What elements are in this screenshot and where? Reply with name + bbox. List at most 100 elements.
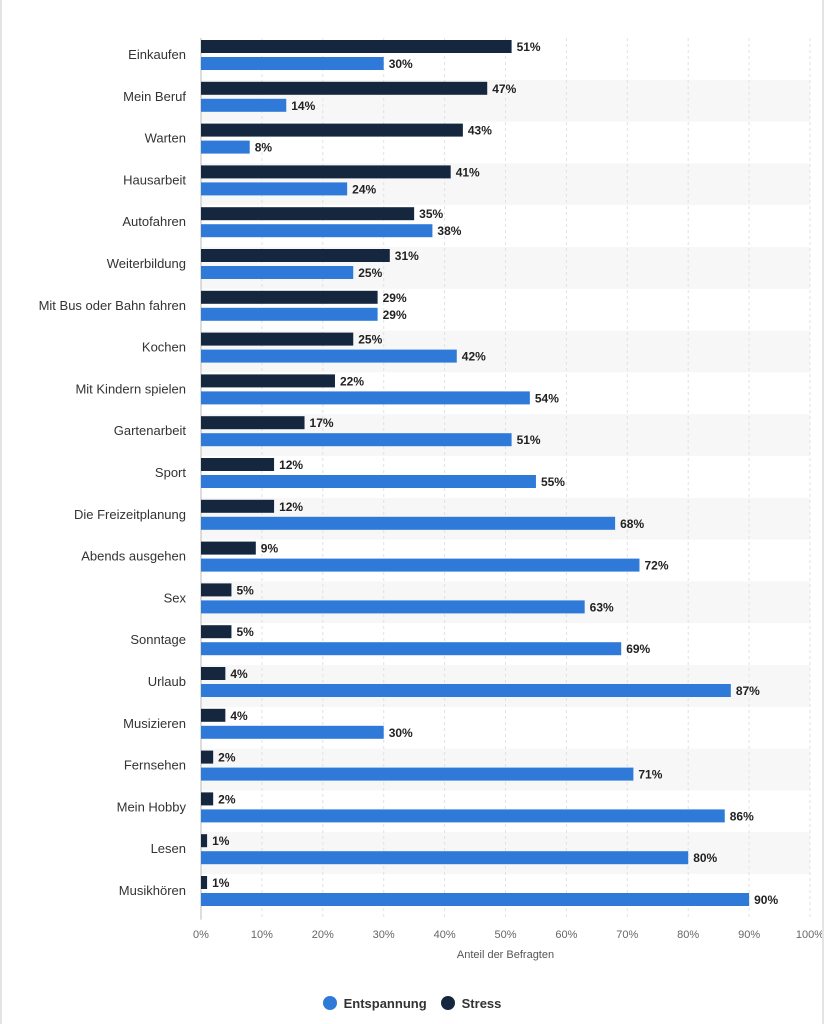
bar-entspannung-fernsehen[interactable] — [201, 767, 634, 781]
bar-entspannung-musikhoren[interactable] — [201, 893, 750, 906]
bar-stress-sex[interactable] — [201, 583, 232, 597]
category-label-sonntage: Sonntage — [130, 632, 186, 647]
category-label-urlaub: Urlaub — [148, 674, 186, 689]
bar-stress-musikhoren[interactable] — [201, 876, 208, 889]
bar-entspannung-mit-bus-oder-bahn-fahren[interactable] — [201, 307, 378, 321]
category-label-fernsehen: Fernsehen — [124, 758, 186, 773]
bar-stress-einkaufen[interactable] — [201, 40, 512, 53]
value-labels: 51%30%47%14%43%8%41%24%35%38%31%25%29%29… — [212, 40, 778, 907]
bar-stress-musizieren[interactable] — [201, 708, 226, 722]
value-label-entspannung-urlaub: 87% — [736, 684, 760, 698]
bar-entspannung-mit-kindern-spielen[interactable] — [201, 391, 530, 405]
legend: Entspannung Stress — [0, 992, 824, 1014]
x-tick-label: 60% — [555, 929, 577, 941]
legend-label-stress: Stress — [461, 995, 502, 1011]
bar-entspannung-mein-hobby[interactable] — [201, 809, 725, 823]
bar-entspannung-warten[interactable] — [201, 140, 250, 154]
bar-stress-urlaub[interactable] — [201, 667, 226, 680]
category-label-abends-ausgehen: Abends ausgehen — [81, 549, 186, 564]
bar-entspannung-hausarbeit[interactable] — [201, 182, 348, 196]
legend-item-stress[interactable]: Stress — [440, 995, 502, 1011]
bar-stress-mit-bus-oder-bahn-fahren[interactable] — [201, 290, 378, 304]
value-label-entspannung-mit-bus-oder-bahn-fahren: 29% — [383, 308, 407, 322]
x-tick-label: 0% — [193, 929, 209, 941]
value-label-stress-hausarbeit: 41% — [456, 165, 480, 179]
value-label-stress-einkaufen: 51% — [517, 40, 541, 54]
bar-stress-gartenarbeit[interactable] — [201, 416, 305, 430]
category-label-mit-kindern-spielen: Mit Kindern spielen — [75, 381, 186, 396]
bar-stress-hausarbeit[interactable] — [201, 165, 451, 179]
bar-entspannung-sonntage[interactable] — [201, 642, 622, 656]
value-label-stress-kochen: 25% — [358, 333, 382, 347]
bar-stress-warten[interactable] — [201, 123, 463, 137]
value-label-entspannung-weiterbildung: 25% — [358, 266, 382, 280]
category-label-sport: Sport — [155, 465, 186, 480]
bar-stress-die-freizeitplanung[interactable] — [201, 499, 275, 513]
bar-stress-autofahren[interactable] — [201, 207, 415, 221]
bar-entspannung-einkaufen[interactable] — [201, 57, 384, 70]
legend-dot-stress — [440, 996, 455, 1010]
category-label-gartenarbeit: Gartenarbeit — [114, 423, 187, 438]
bar-entspannung-sex[interactable] — [201, 600, 585, 614]
value-label-entspannung-abends-ausgehen: 72% — [644, 559, 668, 573]
value-label-stress-mit-bus-oder-bahn-fahren: 29% — [383, 291, 407, 305]
category-label-warten: Warten — [145, 131, 186, 146]
value-label-entspannung-mit-kindern-spielen: 54% — [535, 391, 559, 405]
x-tick-label: 30% — [373, 929, 395, 941]
bars — [201, 40, 750, 906]
bar-entspannung-kochen[interactable] — [201, 349, 457, 363]
category-label-einkaufen: Einkaufen — [128, 47, 186, 62]
value-label-stress-fernsehen: 2% — [218, 751, 236, 765]
bar-stress-kochen[interactable] — [201, 332, 354, 346]
bar-entspannung-mein-beruf[interactable] — [201, 98, 287, 112]
bar-stress-weiterbildung[interactable] — [201, 249, 390, 262]
value-label-entspannung-sex: 63% — [590, 600, 614, 614]
legend-dot-entspannung — [322, 996, 337, 1010]
value-label-entspannung-sonntage: 69% — [626, 642, 650, 656]
value-label-entspannung-musikhoren: 90% — [754, 893, 778, 907]
bar-entspannung-abends-ausgehen[interactable] — [201, 558, 640, 572]
bar-entspannung-sport[interactable] — [201, 475, 536, 488]
bar-stress-mein-hobby[interactable] — [201, 792, 214, 806]
value-label-stress-mit-kindern-spielen: 22% — [340, 374, 364, 388]
bar-entspannung-musizieren[interactable] — [201, 725, 384, 739]
category-label-autofahren: Autofahren — [122, 214, 186, 229]
frame-border-right — [822, 0, 824, 1024]
bar-stress-fernsehen[interactable] — [201, 750, 214, 764]
x-tick-label: 10% — [251, 929, 273, 941]
value-label-stress-urlaub: 4% — [230, 667, 248, 681]
category-label-kochen: Kochen — [142, 340, 186, 355]
value-label-entspannung-sport: 55% — [541, 475, 565, 489]
bar-stress-mit-kindern-spielen[interactable] — [201, 374, 335, 388]
value-label-entspannung-gartenarbeit: 51% — [517, 433, 541, 447]
bar-entspannung-gartenarbeit[interactable] — [201, 433, 512, 447]
bar-entspannung-lesen[interactable] — [201, 851, 689, 865]
value-label-entspannung-mein-hobby: 86% — [730, 809, 754, 823]
bar-stress-sonntage[interactable] — [201, 625, 232, 639]
legend-item-entspannung[interactable]: Entspannung — [322, 996, 427, 1011]
bar-stress-abends-ausgehen[interactable] — [201, 541, 256, 555]
bar-entspannung-weiterbildung[interactable] — [201, 266, 354, 279]
x-tick-label: 80% — [677, 929, 699, 941]
bar-stress-mein-beruf[interactable] — [201, 81, 488, 95]
value-label-entspannung-einkaufen: 30% — [389, 57, 413, 71]
bar-stress-sport[interactable] — [201, 458, 275, 471]
bar-stress-lesen[interactable] — [201, 834, 208, 848]
value-label-entspannung-fernsehen: 71% — [638, 768, 662, 782]
value-label-stress-musikhoren: 1% — [212, 876, 230, 890]
value-label-stress-gartenarbeit: 17% — [310, 416, 334, 430]
value-label-entspannung-lesen: 80% — [693, 851, 717, 865]
x-axis-title: Anteil der Befragten — [457, 949, 554, 961]
value-label-entspannung-autofahren: 38% — [437, 224, 461, 238]
category-labels: Einkaufen Mein Beruf Warten Hausarbeit Autof… — [39, 47, 187, 898]
value-label-entspannung-musizieren: 30% — [389, 726, 413, 740]
value-label-stress-mein-hobby: 2% — [218, 792, 236, 806]
bar-entspannung-die-freizeitplanung[interactable] — [201, 516, 616, 530]
category-label-sex: Sex — [164, 590, 187, 605]
category-label-mein-hobby: Mein Hobby — [117, 799, 187, 814]
bar-entspannung-urlaub[interactable] — [201, 684, 731, 697]
value-label-stress-weiterbildung: 31% — [395, 249, 419, 263]
value-label-entspannung-hausarbeit: 24% — [352, 182, 376, 196]
bar-entspannung-autofahren[interactable] — [201, 224, 433, 238]
